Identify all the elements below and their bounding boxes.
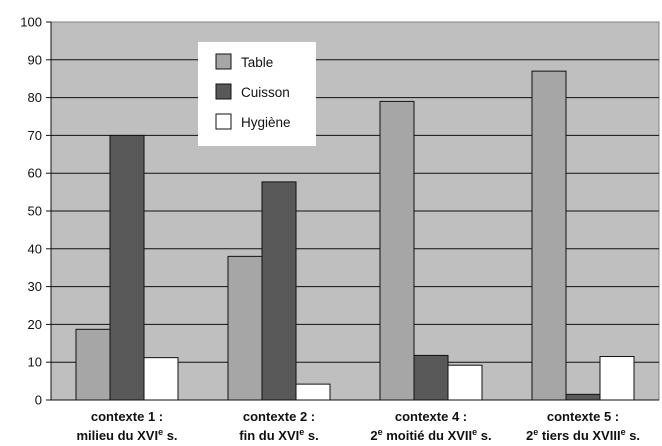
y-tick-label: 90 bbox=[28, 52, 42, 67]
y-axis-ticks: 0 10 20 30 40 50 60 70 80 90 100 bbox=[20, 15, 659, 408]
x-category-label-line1: contexte 4 : bbox=[395, 409, 467, 424]
bars bbox=[75, 70, 635, 401]
y-tick-label: 0 bbox=[35, 393, 42, 408]
bar-hygi-ne-1 bbox=[143, 357, 179, 401]
bar-cuisson-3 bbox=[413, 354, 449, 401]
x-category-label-line2: 2e tiers du XVIIIe s. bbox=[526, 427, 640, 443]
x-axis-labels: contexte 1 : milieu du XVIe s. contexte 2 … bbox=[76, 409, 640, 443]
x-category-label-line1: contexte 2 : bbox=[243, 409, 315, 424]
legend-swatch-hygi-ne bbox=[215, 113, 232, 130]
y-tick-label: 10 bbox=[28, 355, 42, 370]
legend: Table Cuisson Hygiène bbox=[198, 42, 316, 146]
x-category-label-line2: 2e moitié du XVIIe s. bbox=[370, 427, 491, 443]
bar-hygi-ne-4 bbox=[599, 356, 635, 401]
bar-table-3 bbox=[379, 100, 415, 401]
y-tick-label: 40 bbox=[28, 241, 42, 256]
bar-hygi-ne-3 bbox=[447, 364, 483, 401]
x-category-label-line2: fin du XVIe s. bbox=[239, 427, 318, 443]
y-tick-label: 100 bbox=[20, 15, 42, 30]
legend-label: Hygiène bbox=[241, 115, 291, 130]
x-category-label-line1: contexte 5 : bbox=[547, 409, 619, 424]
y-tick-label: 60 bbox=[28, 166, 42, 181]
legend-swatch-cuisson bbox=[215, 83, 232, 100]
bar-table-1 bbox=[75, 328, 111, 401]
y-tick-label: 30 bbox=[28, 279, 42, 294]
x-category-label-line2: milieu du XVIe s. bbox=[76, 427, 177, 443]
x-category-label-line1: contexte 1 : bbox=[91, 409, 163, 424]
y-tick-label: 20 bbox=[28, 317, 42, 332]
legend-swatch-table bbox=[215, 53, 232, 70]
bar-cuisson-4 bbox=[565, 393, 601, 401]
y-tick-label: 70 bbox=[28, 128, 42, 143]
bar-hygi-ne-2 bbox=[295, 383, 331, 401]
legend-label: Cuisson bbox=[241, 85, 290, 100]
bar-cuisson-2 bbox=[261, 181, 297, 401]
bar-table-2 bbox=[227, 255, 263, 401]
bar-cuisson-1 bbox=[109, 134, 145, 401]
y-tick-label: 80 bbox=[28, 90, 42, 105]
bar-table-4 bbox=[531, 70, 567, 401]
y-tick-label: 50 bbox=[28, 204, 42, 219]
legend-label: Table bbox=[241, 55, 273, 70]
